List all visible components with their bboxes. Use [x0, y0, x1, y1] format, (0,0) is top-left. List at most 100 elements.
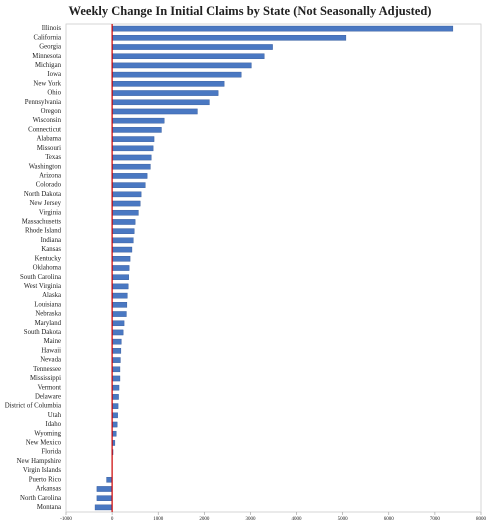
- bar: [111, 366, 121, 373]
- bar: [111, 274, 129, 280]
- x-tick-label: 2000: [199, 517, 210, 522]
- y-tick-label: Wisconsin: [33, 117, 62, 124]
- y-tick-label: New Jersey: [29, 200, 61, 207]
- y-tick-label: Oklahoma: [33, 265, 61, 272]
- bar: [111, 163, 151, 170]
- y-tick-label: Vermont: [38, 384, 62, 391]
- bar: [111, 62, 252, 69]
- bar: [111, 209, 139, 216]
- bar: [111, 311, 127, 317]
- y-tick-label: Arkansas: [36, 486, 62, 493]
- x-tick-label: 5000: [338, 517, 349, 522]
- y-tick-label: Georgia: [39, 44, 61, 51]
- y-tick-label: Maine: [44, 338, 61, 345]
- y-tick-label: Virgin Islands: [23, 467, 62, 474]
- bar: [106, 476, 113, 483]
- bar: [111, 145, 154, 152]
- x-tick-label: 3000: [245, 517, 256, 522]
- y-tick-label: Texas: [45, 154, 61, 161]
- bar: [111, 182, 146, 188]
- y-tick-label: Oregon: [41, 108, 62, 115]
- y-tick-label: Washington: [29, 163, 62, 170]
- y-tick-label: Hawaii: [41, 347, 61, 354]
- y-tick-label: Illinois: [42, 25, 62, 32]
- y-tick-label: Puerto Rico: [29, 476, 62, 483]
- bar: [111, 71, 242, 78]
- y-tick-label: Tennessee: [33, 366, 61, 373]
- y-tick-label: Florida: [41, 449, 61, 456]
- bar: [111, 412, 118, 419]
- x-tick-label: 0: [111, 517, 114, 522]
- y-tick-label: Montana: [37, 504, 61, 511]
- y-tick-label: Idaho: [46, 421, 62, 428]
- y-tick-label: Wyoming: [34, 430, 61, 437]
- y-tick-label: New Mexico: [26, 440, 62, 447]
- bar: [111, 117, 165, 124]
- y-tick-label: Colorado: [36, 182, 62, 189]
- x-tick-label: 6000: [384, 517, 395, 522]
- x-tick-label: 1000: [153, 517, 164, 522]
- y-tick-label: Missouri: [37, 145, 61, 152]
- bar: [111, 25, 454, 32]
- y-tick-label: Ohio: [47, 90, 61, 97]
- plot-frame: [65, 23, 482, 513]
- bar: [111, 283, 129, 290]
- bar: [111, 348, 122, 354]
- y-tick-label: Alaska: [42, 292, 61, 299]
- y-tick-label: Iowa: [47, 71, 61, 78]
- bar: [111, 81, 225, 87]
- bar: [94, 504, 113, 511]
- bar: [111, 237, 134, 244]
- bar: [111, 53, 265, 60]
- y-tick-label: California: [33, 34, 61, 41]
- bar: [111, 329, 124, 336]
- bar: [111, 173, 148, 179]
- bar: [96, 486, 113, 492]
- bar: [111, 200, 141, 207]
- bar: [111, 228, 135, 234]
- bar: [111, 302, 128, 308]
- y-tick-label: Louisiana: [34, 301, 61, 308]
- x-tick-label: 8000: [476, 517, 487, 522]
- y-tick-label: Virginia: [39, 209, 61, 216]
- y-tick-label: New Hampshire: [17, 458, 61, 465]
- y-tick-label: Kentucky: [35, 255, 62, 262]
- bar: [111, 127, 162, 133]
- y-tick-label: Alabama: [36, 136, 61, 143]
- y-tick-label: Maryland: [35, 320, 62, 327]
- y-tick-label: Delaware: [35, 393, 61, 400]
- bar: [111, 219, 136, 225]
- bar: [111, 136, 155, 142]
- y-tick-label: Nebraska: [35, 311, 61, 318]
- bar: [111, 99, 210, 106]
- bar: [111, 90, 219, 96]
- bar: [111, 44, 273, 50]
- y-tick-label: West Virginia: [24, 283, 61, 290]
- y-tick-label: New York: [33, 80, 61, 87]
- x-tick-label: 7000: [430, 517, 441, 522]
- chart-title: Weekly Change In Initial Claims by State…: [69, 4, 432, 18]
- bar: [111, 421, 118, 428]
- bar: [111, 375, 121, 382]
- y-tick-label: Pennsylvania: [25, 99, 61, 106]
- y-tick-label: Minnesota: [32, 53, 61, 60]
- bar: [111, 403, 119, 409]
- bar: [111, 338, 122, 345]
- bar: [111, 292, 128, 299]
- bar: [111, 430, 117, 437]
- y-tick-label: Michigan: [35, 62, 62, 69]
- bar: [111, 108, 198, 115]
- y-tick-label: Indiana: [41, 237, 61, 244]
- y-tick-label: Kansas: [41, 246, 61, 253]
- bar: [111, 154, 152, 161]
- y-tick-label: North Dakota: [24, 191, 61, 198]
- y-tick-label: Utah: [48, 412, 62, 419]
- bar: [111, 191, 142, 198]
- y-tick-label: South Dakota: [24, 329, 61, 336]
- bar: [111, 256, 131, 262]
- y-tick-label: North Carolina: [20, 495, 61, 502]
- bar: [111, 384, 120, 391]
- bar: [111, 265, 130, 271]
- y-tick-label: South Carolina: [20, 274, 61, 281]
